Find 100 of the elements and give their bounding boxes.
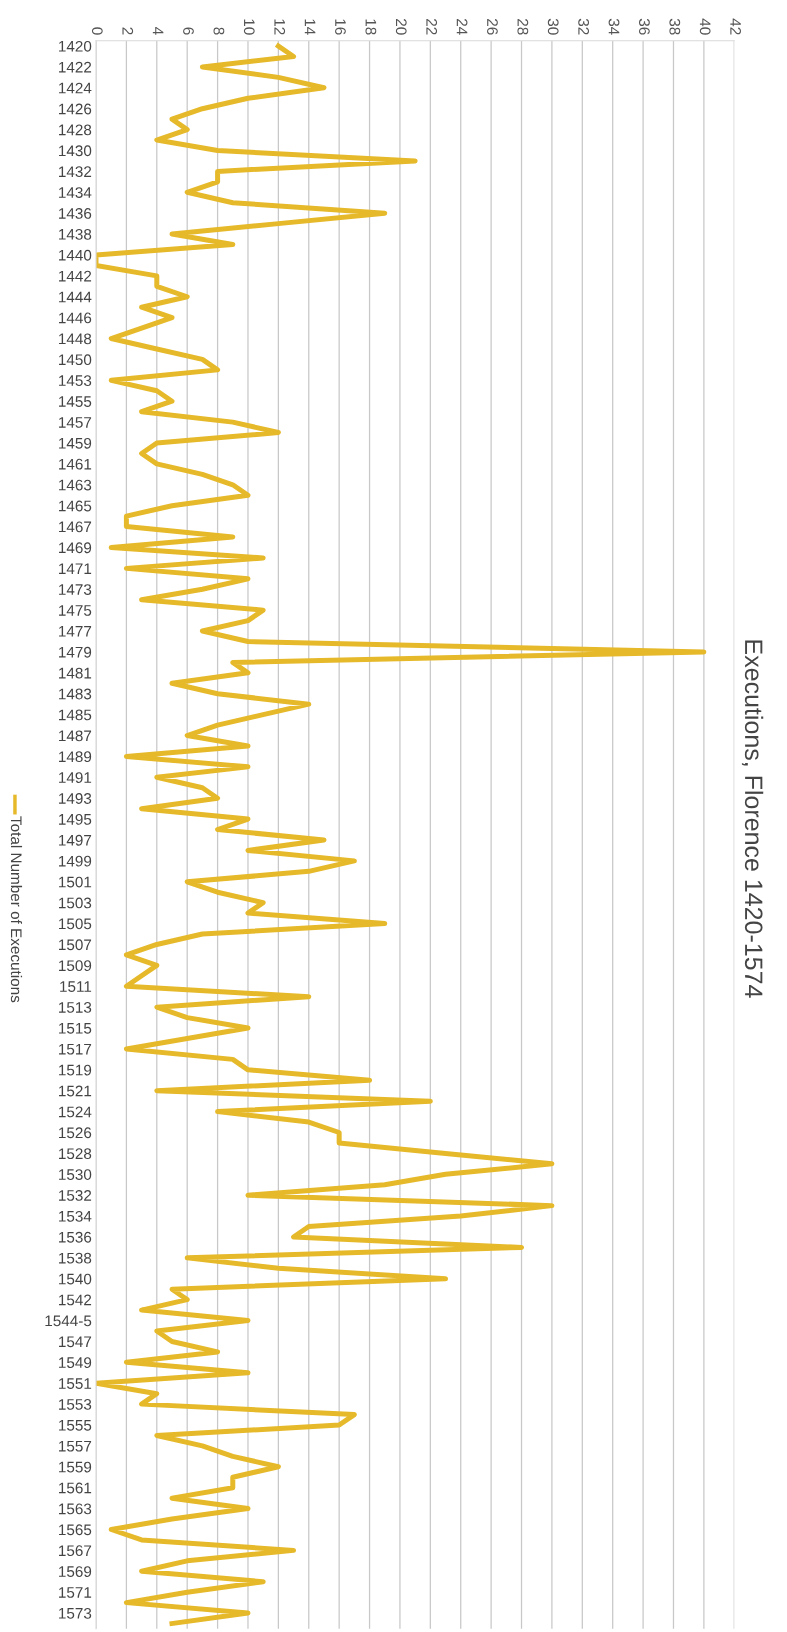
- y-tick-label: 1536: [59, 1231, 92, 1243]
- y-tick-label: 1569: [59, 1566, 92, 1577]
- y-tick-label: 1455: [59, 396, 92, 407]
- y-tick-label: 1493: [59, 793, 92, 804]
- y-tick-label: 1459: [59, 437, 92, 449]
- x-tick-label: 0: [91, 27, 103, 35]
- y-tick-label: 1515: [59, 1023, 92, 1034]
- y-tick-label: 1469: [59, 542, 92, 554]
- y-tick-label: 1440: [59, 249, 92, 261]
- y-tick-label: 1428: [59, 124, 92, 136]
- y-tick-label: 1542: [59, 1294, 92, 1306]
- y-tick-label: 1511: [60, 981, 92, 992]
- text: Executions, Florence 1420-1574: [741, 640, 764, 998]
- y-tick-label: 1544-5: [45, 1315, 92, 1327]
- y-tick-label: 1473: [59, 584, 92, 595]
- y-tick-label: 1517: [59, 1043, 92, 1055]
- y-tick-label: 1547: [59, 1336, 92, 1348]
- y-tick-label: 1453: [59, 375, 92, 387]
- x-tick-label: 32: [578, 18, 590, 35]
- y-tick-label: 1444: [59, 291, 92, 303]
- y-tick-label: 1505: [59, 918, 92, 930]
- y-tick-label: 1524: [59, 1106, 92, 1118]
- y-tick-label: 1565: [59, 1524, 92, 1536]
- x-tick-label: 30: [547, 18, 559, 35]
- x-tick-label: 24: [456, 19, 468, 35]
- y-tick-label: 1526: [59, 1127, 92, 1139]
- y-tick-label: 1571: [59, 1587, 92, 1598]
- y-tick-label: 1553: [59, 1398, 92, 1410]
- y-tick-label: 1426: [59, 103, 92, 115]
- y-tick-label: 1519: [59, 1064, 92, 1076]
- y-tick-label: 1448: [59, 333, 92, 345]
- x-tick-label: 42: [730, 18, 741, 35]
- y-tick-label: 1501: [59, 876, 92, 888]
- y-tick-label: 1555: [59, 1420, 92, 1431]
- y-tick-label: 1532: [59, 1190, 92, 1201]
- y-tick-label: 1450: [59, 354, 92, 366]
- y-tick-label: 1432: [59, 166, 92, 178]
- y-tick-label: 1471: [59, 563, 92, 574]
- y-tick-label: 1521: [59, 1085, 92, 1097]
- y-tick-label: 1434: [59, 187, 92, 198]
- y-tick-label: 1424: [59, 82, 92, 94]
- y-tick-label: 1420: [59, 40, 92, 52]
- y-tick-label: 1430: [59, 145, 92, 157]
- x-tick-label: 4: [152, 27, 164, 35]
- y-tick-label: 1461: [59, 458, 92, 470]
- x-tick-label: 36: [638, 18, 650, 35]
- y-tick-label: 1436: [59, 208, 92, 219]
- y-tick-label: 1446: [59, 312, 92, 324]
- y-tick-label: 1509: [59, 960, 92, 972]
- y-tick-label: 1549: [59, 1357, 92, 1369]
- y-tick-label: 1567: [59, 1545, 92, 1557]
- y-tick-label: 1507: [59, 939, 92, 951]
- y-tick-label: 1538: [59, 1252, 92, 1264]
- y-tick-label: 1481: [59, 667, 92, 679]
- x-tick-label: 12: [274, 19, 286, 35]
- y-tick-label: 1475: [59, 605, 92, 616]
- x-tick-label: 40: [699, 18, 711, 35]
- y-tick-label: 1479: [59, 646, 92, 658]
- y-tick-label: 1465: [59, 500, 92, 512]
- y-tick-label: 1442: [59, 270, 92, 282]
- y-tick-label: 1499: [59, 855, 92, 867]
- y-tick-label: 1557: [59, 1440, 92, 1452]
- legend-label: Total Number of Executions: [10, 816, 23, 1003]
- y-tick-label: 1489: [59, 751, 92, 763]
- x-tick-label: 6: [183, 27, 194, 35]
- y-tick-label: 1483: [59, 688, 92, 700]
- y-tick-label: 1513: [59, 1002, 92, 1013]
- y-tick-label: 1551: [59, 1378, 92, 1389]
- y-tick-label: 1540: [59, 1273, 92, 1285]
- x-tick-label: 34: [608, 18, 620, 35]
- x-tick-label: 20: [395, 19, 407, 35]
- y-tick-label: 1503: [59, 897, 92, 909]
- y-tick-label: 1561: [59, 1482, 92, 1494]
- y-tick-label: 1457: [59, 417, 92, 428]
- y-tick-label: 1477: [59, 626, 92, 637]
- x-tick-label: 2: [122, 27, 134, 35]
- y-tick-label: 1422: [59, 61, 92, 73]
- x-tick-label: 8: [213, 27, 225, 35]
- x-tick-label: 28: [517, 19, 529, 35]
- y-tick-label: 1563: [59, 1503, 92, 1515]
- x-tick-label: 22: [426, 19, 438, 35]
- x-tick-label: 26: [487, 19, 498, 35]
- y-tick-label: 1487: [59, 730, 92, 742]
- y-tick-label: 1497: [59, 834, 92, 846]
- y-tick-label: 1438: [59, 228, 92, 240]
- y-tick-label: 1495: [59, 813, 92, 825]
- x-tick-label: 38: [669, 18, 681, 35]
- y-tick-label: 1463: [59, 479, 92, 491]
- y-tick-label: 1559: [59, 1461, 92, 1473]
- y-tick-label: 1491: [59, 772, 92, 783]
- y-tick-label: 1573: [59, 1607, 92, 1619]
- x-tick-label: 10: [243, 19, 255, 35]
- y-tick-label: 1467: [59, 521, 92, 533]
- y-tick-label: 1528: [59, 1148, 92, 1160]
- x-tick-label: 18: [365, 19, 377, 35]
- x-tick-label: 16: [335, 19, 346, 35]
- y-tick-label: 1530: [59, 1169, 92, 1180]
- y-tick-label: 1485: [59, 709, 92, 721]
- y-tick-label: 1534: [59, 1210, 92, 1222]
- x-tick-label: 14: [304, 19, 316, 35]
